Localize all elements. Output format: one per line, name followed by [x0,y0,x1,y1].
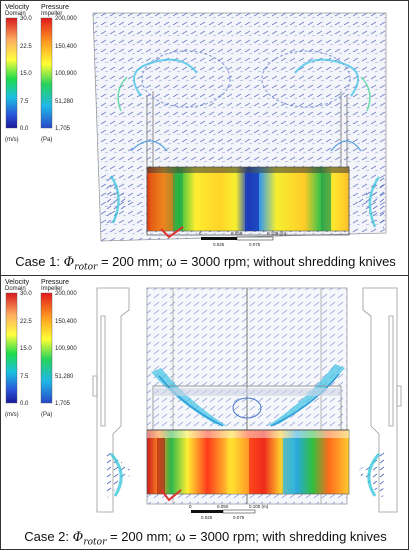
pressure-legend-title: Pressure [41,4,69,11]
scale-label: 0 [189,504,192,509]
pressure-legend-subtitle: Impeller [41,286,62,292]
scale-sublabel: 0.025 [213,242,225,247]
machine-housing-outline [92,287,402,513]
velocity-legend-title: Velocity [5,279,30,286]
pressure-tick: 51,280 [55,99,74,105]
caption-rotor-subscript: rotor [74,262,98,273]
figure-caption-case-2: Case 2: Φrotor = 200 mm; ω = 3000 rpm; w… [1,529,410,548]
figure-panel-case-2: Velocity Domain 30.0 22.5 15.0 7.5 0.0 (… [0,275,409,550]
scale-bar: 0 0.050 0.100 (m) 0.025 0.075 [199,231,287,247]
velocity-tick: 15.0 [20,346,32,352]
caption-text: = 200 mm; ω = 3000 rpm; without shreddin… [97,254,396,269]
pressure-tick: 100,900 [55,71,77,77]
velocity-unit: (m/s) [5,137,19,143]
velocity-tick: 15.0 [20,71,32,77]
pressure-tick: 1,705 [55,126,71,132]
scale-sublabel: 0.075 [233,515,245,520]
scale-label: 0.100 (m) [267,231,287,236]
velocity-colorbar [5,292,18,404]
pressure-tick: 51,280 [55,374,74,380]
caption-phi-symbol: Φ [63,255,75,270]
velocity-legend-subtitle: Domain [5,11,26,17]
pressure-tick: 150,400 [55,319,77,325]
caption-text: = 200 mm; ω = 3000 rpm; with shredding k… [106,529,387,544]
pressure-unit: (Pa) [41,137,52,143]
cfd-simulation-image-case-2: Velocity Domain 30.0 22.5 15.0 7.5 0.0 (… [5,279,402,520]
pressure-tick: 1,705 [55,401,71,407]
scale-bar: 0 0.050 0.100 (m) 0.025 0.075 [189,504,269,520]
scale-label: 0.050 [217,504,229,509]
velocity-legend-title: Velocity [5,4,30,11]
velocity-legend: Velocity Domain 30.0 22.5 15.0 7.5 0.0 (… [5,4,32,143]
velocity-tick: 7.5 [20,99,29,105]
velocity-tick: 22.5 [20,319,32,325]
cfd-simulation-image-case-1: Velocity Domain 30.0 22.5 15.0 7.5 0.0 (… [5,4,387,247]
rotor-pressure-field [146,429,350,502]
pressure-colorbar [40,292,53,404]
velocity-unit: (m/s) [5,412,19,418]
pressure-legend-subtitle: Impeller [41,11,62,17]
pressure-colorbar [40,17,53,129]
velocity-tick: 0.0 [20,126,29,132]
velocity-colorbar [5,17,18,129]
scale-sublabel: 0.075 [249,242,261,247]
figure-caption-case-1: Case 1: Φrotor = 200 mm; ω = 3000 rpm; w… [1,254,410,273]
velocity-tick: 30.0 [20,291,32,297]
caption-rotor-subscript: rotor [83,537,107,548]
scale-sublabel: 0.025 [201,515,213,520]
velocity-legend-subtitle: Domain [5,286,26,292]
scale-label: 0.100 (m) [249,504,269,509]
figure-panel-case-1: Velocity Domain 30.0 22.5 15.0 7.5 0.0 (… [0,0,409,276]
velocity-tick: 0.0 [20,401,29,407]
rotor-pressure-field [146,166,350,239]
caption-prefix: Case 2: [24,529,73,544]
velocity-tick: 22.5 [20,44,32,50]
scale-label: 0.050 [231,231,243,236]
caption-phi-symbol: Φ [72,530,84,545]
pressure-tick: 150,400 [55,44,77,50]
velocity-tick: 30.0 [20,16,32,22]
velocity-legend: Velocity Domain 30.0 22.5 15.0 7.5 0.0 (… [5,279,32,418]
pressure-tick: 200,000 [55,291,77,297]
pressure-legend-title: Pressure [41,279,69,286]
velocity-tick: 7.5 [20,374,29,380]
scale-label: 0 [199,231,202,236]
pressure-legend: Pressure Impeller 200,000 150,400 100,90… [40,279,77,418]
pressure-tick: 100,900 [55,346,77,352]
pressure-unit: (Pa) [41,412,52,418]
pressure-tick: 200,000 [55,16,77,22]
pressure-legend: Pressure Impeller 200,000 150,400 100,90… [40,4,77,143]
caption-prefix: Case 1: [15,254,64,269]
